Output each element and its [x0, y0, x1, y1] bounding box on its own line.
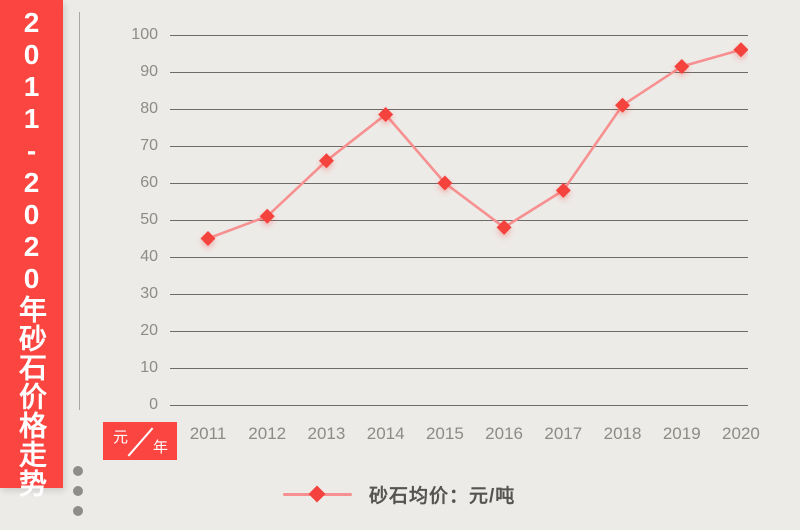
legend-label: 砂石均价：元/吨	[369, 486, 516, 507]
line-series-plot	[200, 42, 748, 246]
x-tick-label: 2011	[189, 424, 227, 443]
data-point-marker	[259, 208, 275, 224]
data-point-marker	[555, 182, 571, 198]
unit-denominator: 年	[152, 439, 168, 456]
data-point-marker	[733, 42, 748, 58]
x-tick-label: 2014	[366, 424, 405, 443]
unit-slash-icon	[127, 427, 154, 457]
decorative-dots	[73, 466, 83, 516]
y-tick-label: 100	[131, 26, 158, 43]
gridline	[170, 146, 748, 147]
x-tick-label: 2012	[248, 424, 287, 443]
x-tick-label: 2017	[544, 424, 583, 443]
gridline	[170, 220, 748, 221]
gridline	[170, 257, 748, 258]
x-tick-label: 2015	[425, 424, 464, 443]
dot-icon	[73, 466, 83, 476]
dot-icon	[73, 506, 83, 516]
legend: 砂石均价：元/吨	[283, 481, 515, 508]
x-tick-label: 2013	[307, 424, 346, 443]
dot-icon	[73, 486, 83, 496]
gridline	[170, 72, 748, 73]
y-tick-label: 50	[140, 211, 158, 228]
legend-diamond-icon	[308, 485, 326, 503]
gridline	[170, 294, 748, 295]
y-tick-label: 70	[140, 137, 158, 154]
series-markers	[200, 42, 748, 246]
data-point-marker	[674, 58, 690, 74]
y-tick-label: 20	[140, 322, 158, 339]
x-tick-label: 2019	[662, 424, 701, 443]
axis-unit-box: 元 年	[103, 422, 177, 460]
gridline	[170, 35, 748, 36]
unit-numerator: 元	[113, 429, 129, 446]
data-point-marker	[378, 107, 394, 123]
y-tick-label: 40	[140, 248, 158, 265]
data-point-marker	[318, 153, 334, 169]
gridline	[170, 368, 748, 369]
chart-title: 2011-2020年砂石价格走势	[16, 7, 47, 498]
y-tick-label: 0	[149, 396, 158, 413]
y-tick-label: 60	[140, 174, 158, 191]
data-point-marker	[496, 219, 512, 235]
data-point-marker	[200, 231, 216, 246]
y-tick-label: 90	[140, 63, 158, 80]
gridline	[170, 331, 748, 332]
legend-line-marker	[283, 485, 352, 503]
data-point-marker	[615, 97, 631, 113]
gridline	[170, 183, 748, 184]
x-tick-label: 2020	[722, 424, 760, 443]
y-tick-label: 80	[140, 100, 158, 117]
x-tick-label: 2016	[485, 424, 523, 443]
y-tick-label: 10	[140, 359, 158, 376]
vertical-divider	[79, 12, 80, 410]
series-line	[207, 48, 742, 240]
data-point-marker	[437, 175, 453, 191]
x-tick-label: 2018	[603, 424, 642, 443]
title-banner: 2011-2020年砂石价格走势	[0, 0, 63, 498]
gridline	[170, 109, 748, 110]
y-tick-label: 30	[140, 285, 158, 302]
gridline	[170, 405, 748, 406]
